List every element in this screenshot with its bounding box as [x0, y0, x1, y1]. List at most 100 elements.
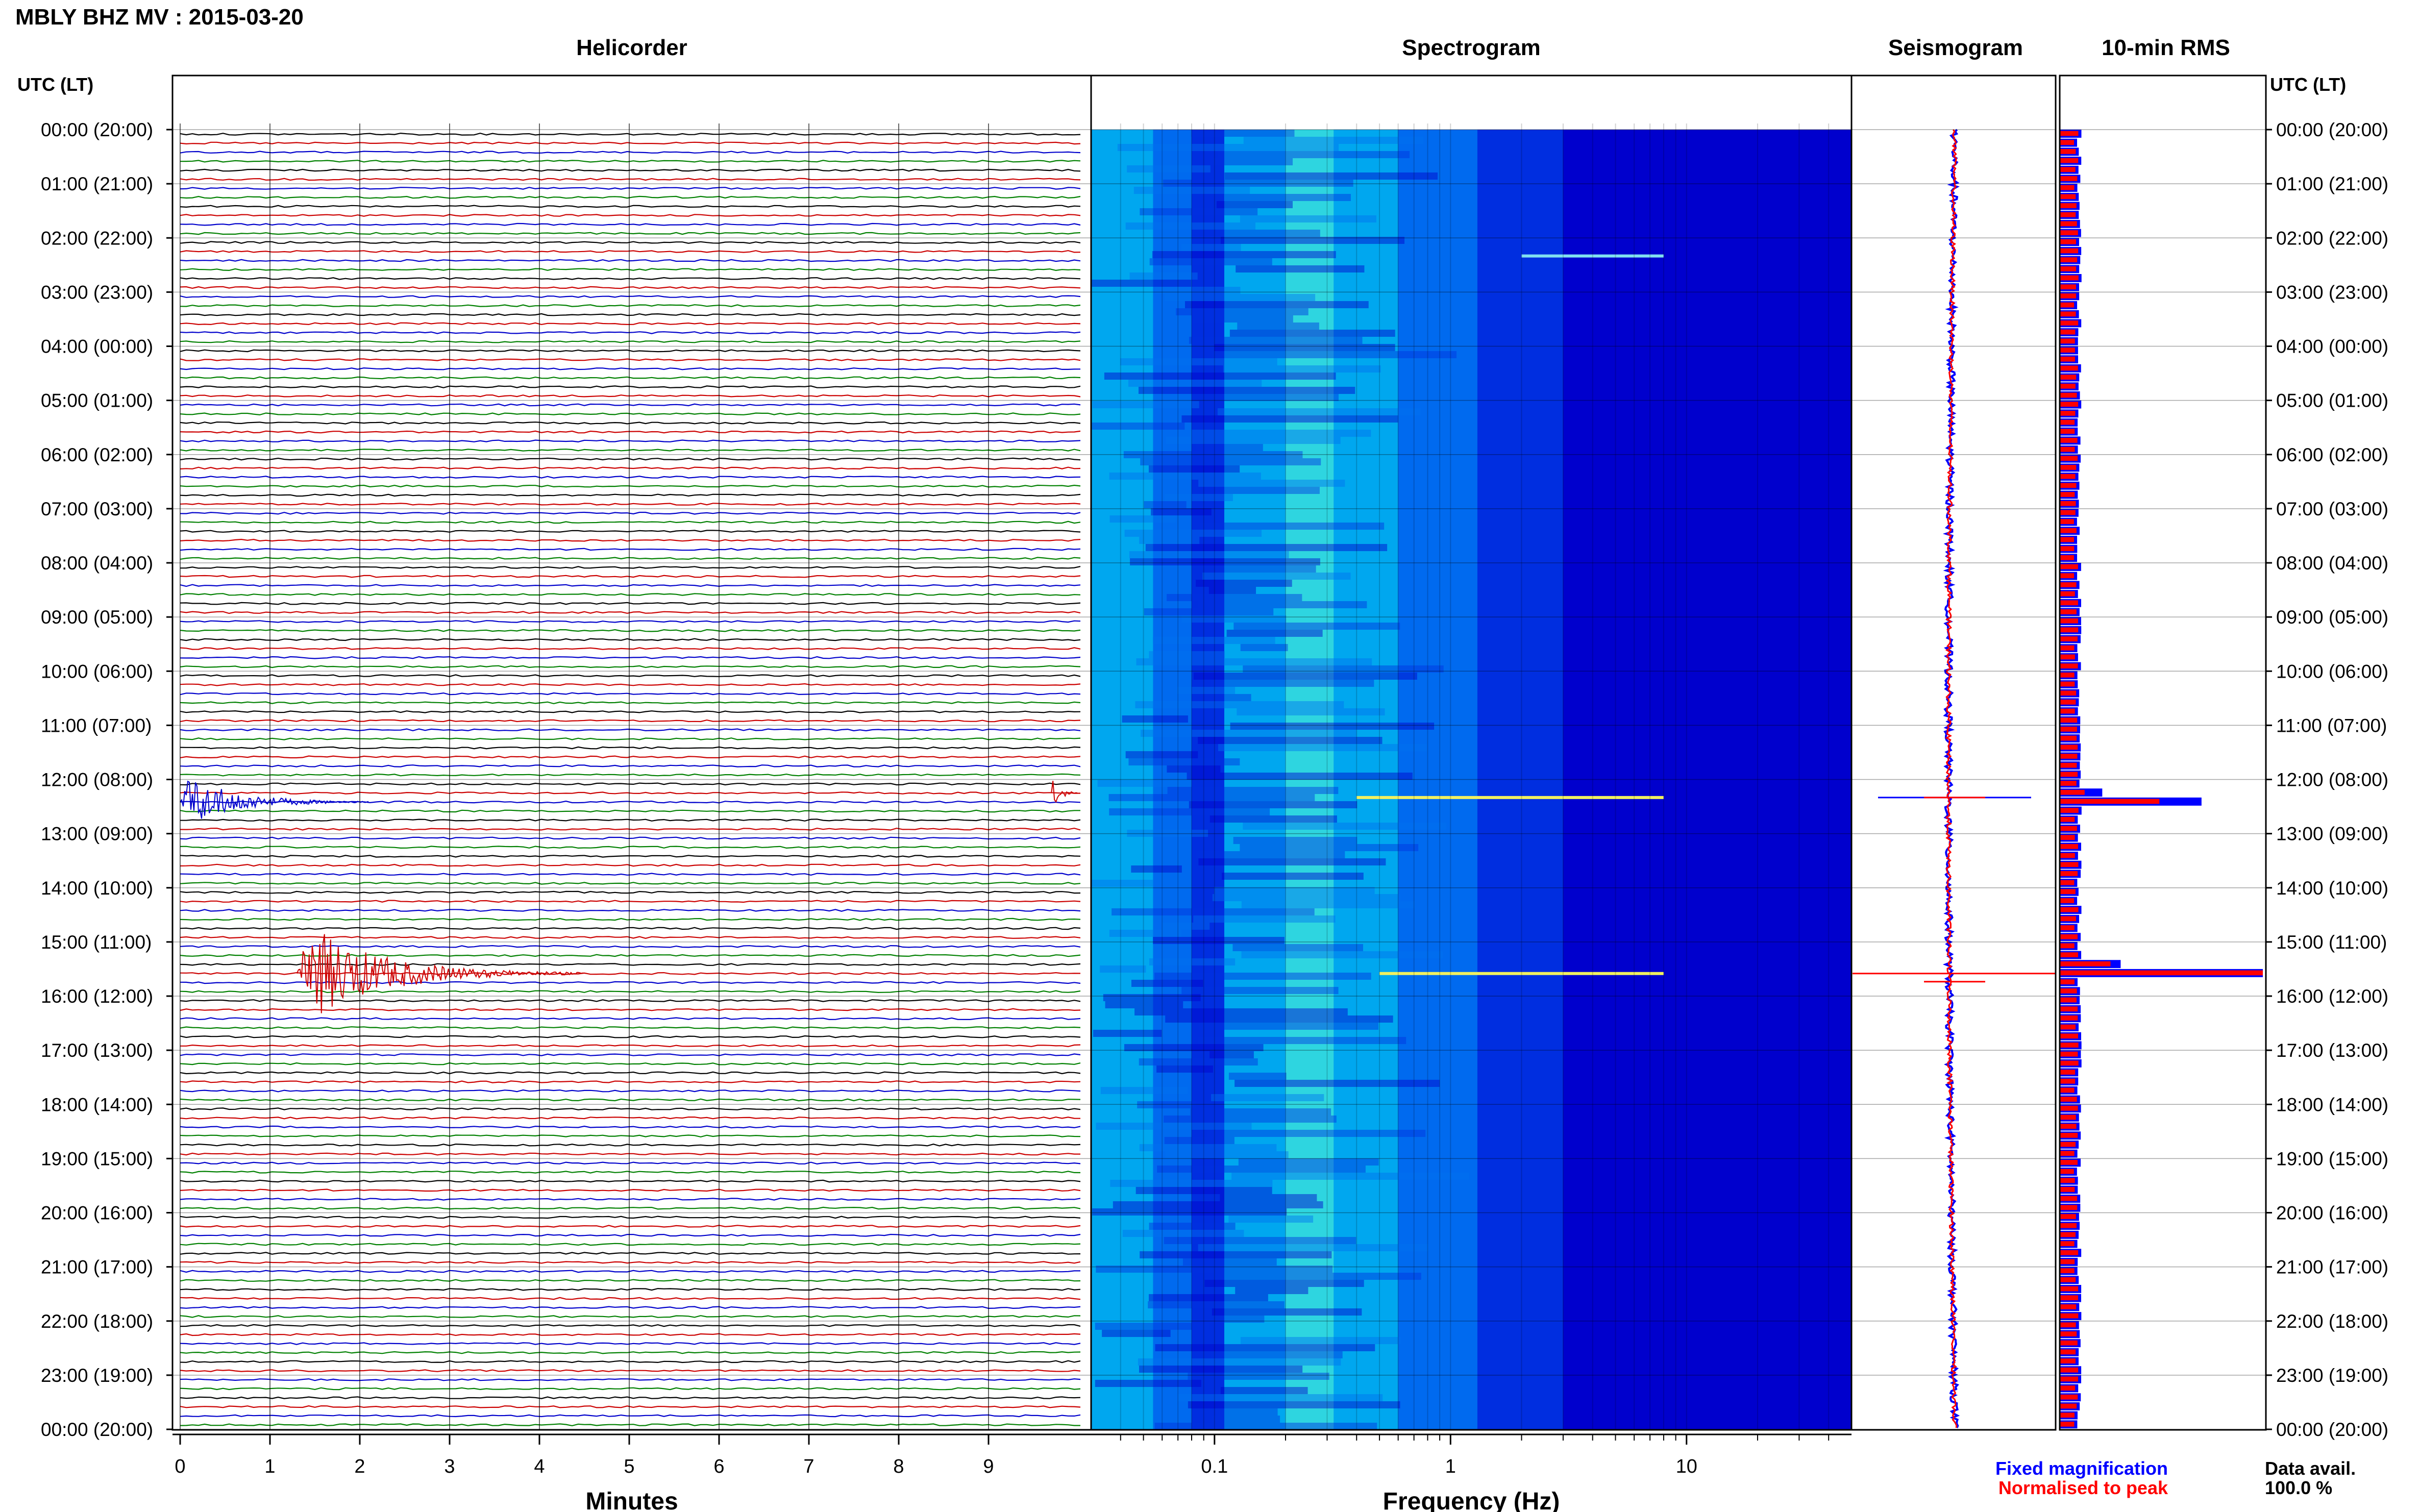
spectrogram-texture [1092, 280, 1192, 287]
spectrogram-texture [1210, 1351, 1343, 1358]
helicorder-event-2 [1051, 781, 1078, 803]
rms-bar-normalised [2060, 383, 2076, 389]
helicorder-trace-row [180, 1026, 1081, 1029]
rms-bar-normalised [2060, 609, 2077, 614]
spectrogram-texture [1228, 1216, 1314, 1223]
rms-bar-normalised [2060, 392, 2077, 398]
rms-bar-normalised [2060, 1223, 2077, 1228]
spectrogram-texture [1232, 944, 1363, 951]
rms-bar-normalised [2060, 961, 2111, 966]
helicorder-trace-row [180, 476, 1081, 479]
spectrogram-texture [1156, 1065, 1213, 1073]
right-time-label: 17:00 (13:00) [2276, 1040, 2388, 1061]
helicorder-trace-row [180, 566, 1081, 569]
helicorder-title: Helicorder [576, 35, 687, 60]
spectrogram-texture [1214, 344, 1395, 351]
rms-bar-normalised [2060, 1078, 2076, 1084]
spectrogram-texture [1097, 780, 1190, 787]
spectrogram-texture [1193, 673, 1417, 680]
left-time-label: 03:00 (23:00) [41, 282, 153, 303]
helicorder-trace-row [180, 854, 1081, 858]
rms-bar-normalised [2060, 1187, 2075, 1192]
helicorder-trace-row [180, 449, 1081, 452]
spectrogram-texture [1149, 651, 1225, 658]
right-time-label: 00:00 (20:00) [2276, 119, 2388, 140]
spectrogram-texture [1196, 580, 1292, 587]
right-time-label: 05:00 (01:00) [2276, 390, 2388, 411]
spectrogram-texture [1096, 1266, 1333, 1273]
helicorder-event-1 [296, 934, 584, 1013]
spectrogram-texture [1205, 694, 1251, 701]
spectrogram-texture [1164, 1116, 1337, 1123]
helicorder-trace-row [180, 882, 1081, 885]
spectrogram-texture [1109, 930, 1182, 937]
rms-bar-normalised [2060, 997, 2077, 1003]
spectrogram-texture [1198, 858, 1386, 865]
helicorder-trace-row [180, 530, 1081, 533]
spectrogram-texture [1240, 215, 1376, 222]
left-time-label: 20:00 (16:00) [41, 1203, 153, 1224]
helicorder-trace-row [180, 1179, 1081, 1183]
rms-bar-normalised [2060, 375, 2077, 380]
rms-bar-normalised [2060, 465, 2077, 470]
left-time-label: 14:00 (10:00) [41, 878, 153, 899]
helicorder-trace-row [180, 1125, 1081, 1129]
helicorder-trace-row [180, 873, 1081, 876]
rms-bar-normalised [2060, 699, 2076, 705]
rms-bar-normalised [2060, 564, 2078, 569]
spectrogram-texture [1140, 208, 1258, 215]
spectrogram-texture [1237, 323, 1319, 330]
rms-bar-normalised [2060, 1358, 2076, 1364]
helicorder-trace-row [180, 232, 1081, 235]
spectrogram-texture [1212, 1308, 1362, 1316]
spectrogram-texture [1131, 980, 1203, 987]
left-time-label: 21:00 (17:00) [41, 1257, 153, 1278]
spectrogram-texture [1220, 1194, 1317, 1201]
rms-bar-normalised [2060, 348, 2075, 353]
spectrogram-texture [1138, 387, 1355, 394]
rms-bar-normalised [2060, 528, 2077, 533]
seismogram-normalised-trace [1945, 129, 1958, 1428]
helicorder-trace-row [180, 439, 1081, 443]
rms-bar-normalised [2060, 149, 2076, 154]
helicorder-trace-row [180, 1044, 1081, 1048]
rms-bar-normalised [2060, 970, 2263, 976]
right-time-label: 18:00 (14:00) [2276, 1094, 2388, 1115]
spectrogram-texture [1135, 701, 1344, 708]
right-time-label: 04:00 (00:00) [2276, 336, 2388, 357]
helicorder-trace-row [180, 638, 1081, 641]
helicorder-trace-row [180, 1233, 1081, 1237]
helicorder-trace-row [180, 846, 1081, 849]
helicorder-trace-row [180, 620, 1081, 623]
helicorder-trace-row [180, 782, 1081, 786]
right-time-label: 11:00 (07:00) [2276, 715, 2387, 736]
helicorder-trace-row [180, 674, 1081, 677]
helicorder-trace-row [180, 511, 1081, 515]
data-avail-value: 100.0 % [2265, 1477, 2332, 1498]
helicorder-trace-row [180, 990, 1081, 994]
rms-bar-normalised [2060, 1006, 2078, 1012]
rms-bar-normalised [2060, 772, 2078, 777]
spectrogram-band-8 [1563, 130, 1852, 1429]
rms-bar-normalised [2060, 573, 2075, 579]
rms-bar-normalised [2060, 555, 2075, 560]
spectrogram-texture [1148, 465, 1240, 473]
helicorder-xtick-label: 9 [983, 1456, 994, 1477]
spectrogram-xtick-label: 10 [1676, 1456, 1697, 1477]
spectrogram-texture [1178, 1394, 1383, 1401]
helicorder-trace-row [180, 611, 1081, 614]
rms-bar-normalised [2060, 212, 2076, 217]
rms-bar-normalised [2060, 781, 2077, 786]
spectrogram-texture [1128, 758, 1240, 765]
spectrogram-texture [1154, 973, 1371, 980]
spectrogram-texture [1129, 551, 1289, 558]
spectrogram-texture [1137, 1101, 1197, 1108]
rms-bar-normalised [2060, 880, 2075, 885]
spectrogram-texture [1198, 601, 1367, 608]
spectrogram-texture [1224, 194, 1351, 201]
left-time-label: 01:00 (21:00) [41, 173, 153, 194]
spectrogram-texture [1243, 137, 1423, 144]
left-time-label: 22:00 (18:00) [41, 1311, 153, 1332]
right-time-label: 09:00 (05:00) [2276, 607, 2388, 628]
spectrogram-texture [1155, 1344, 1375, 1351]
